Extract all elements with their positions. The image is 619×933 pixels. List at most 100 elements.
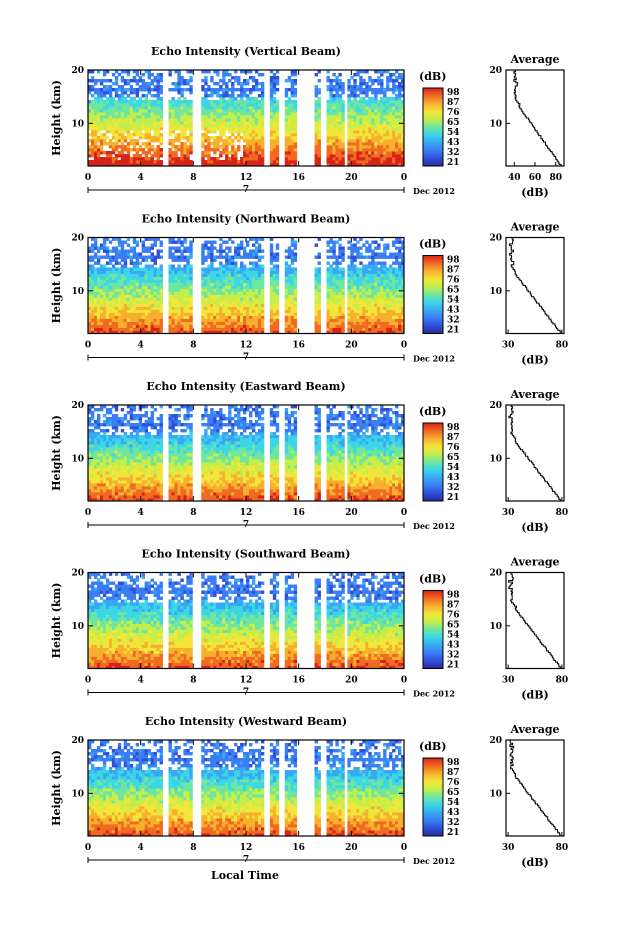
colorbar bbox=[423, 758, 443, 836]
profile-title: Average bbox=[509, 53, 559, 66]
colorbar-tick-label: 54 bbox=[447, 128, 460, 138]
colorbar-tick-label: 98 bbox=[447, 256, 460, 266]
colorbar-tick-label: 98 bbox=[447, 758, 460, 768]
colorbar-unit: (dB) bbox=[419, 405, 446, 418]
x-tick-label: 0 bbox=[401, 843, 407, 853]
colorbar-tick-label: 32 bbox=[447, 651, 460, 661]
x-tick-label: 0 bbox=[85, 843, 91, 853]
y-axis-label: Height (km) bbox=[50, 750, 63, 826]
x-tick-label: 4 bbox=[138, 843, 144, 853]
colorbar-tick-label: 32 bbox=[447, 148, 460, 158]
profile-x-tick-label: 30 bbox=[502, 843, 515, 853]
colorbar-tick-label: 54 bbox=[447, 296, 460, 306]
x-tick-label: 16 bbox=[292, 341, 305, 351]
profile-y-tick-label: 20 bbox=[489, 736, 502, 746]
date-label: Dec 2012 bbox=[413, 186, 455, 196]
colorbar-tick-label: 87 bbox=[447, 266, 460, 276]
x-tick-label: 4 bbox=[138, 676, 144, 686]
colorbar-unit: (dB) bbox=[419, 70, 446, 83]
x-tick-label: 0 bbox=[85, 676, 91, 686]
x-tick-label: 0 bbox=[85, 508, 91, 518]
x-tick-label: 8 bbox=[190, 843, 196, 853]
colorbar-tick-label: 54 bbox=[447, 631, 460, 641]
profile-y-tick-label: 10 bbox=[489, 454, 502, 464]
profile-y-tick-label: 20 bbox=[489, 569, 502, 579]
colorbar-tick-label: 76 bbox=[447, 778, 460, 788]
colorbar bbox=[423, 423, 443, 501]
profile-frame bbox=[506, 573, 564, 669]
profile-frame bbox=[506, 740, 564, 836]
colorbar-tick-label: 54 bbox=[447, 463, 460, 473]
y-axis-label: Height (km) bbox=[50, 583, 63, 659]
profile-x-label: (dB) bbox=[521, 856, 548, 869]
heatmap bbox=[88, 70, 404, 166]
x-tick-label: 0 bbox=[401, 676, 407, 686]
x-tick-label: 12 bbox=[240, 676, 253, 686]
y-tick-label: 10 bbox=[71, 454, 84, 464]
profile-x-tick-label: 80 bbox=[556, 341, 569, 351]
day-label: 7 bbox=[243, 353, 249, 363]
colorbar-tick-label: 76 bbox=[447, 611, 460, 621]
y-axis-label: Height (km) bbox=[50, 248, 63, 324]
x-tick-label: 8 bbox=[190, 341, 196, 351]
profile-x-tick-label: 40 bbox=[508, 173, 521, 183]
colorbar-tick-label: 21 bbox=[447, 326, 460, 336]
x-tick-label: 8 bbox=[190, 676, 196, 686]
heatmap bbox=[88, 573, 404, 669]
y-axis-label: Height (km) bbox=[50, 80, 63, 156]
colorbar-tick-label: 21 bbox=[447, 493, 460, 503]
colorbar-tick-label: 98 bbox=[447, 423, 460, 433]
x-tick-label: 0 bbox=[401, 508, 407, 518]
colorbar-unit: (dB) bbox=[419, 573, 446, 586]
profile-line bbox=[510, 238, 563, 334]
profile-y-tick-label: 10 bbox=[489, 622, 502, 632]
profile-x-label: (dB) bbox=[521, 186, 548, 199]
x-tick-label: 12 bbox=[240, 173, 253, 183]
colorbar bbox=[423, 88, 443, 166]
profile-title: Average bbox=[509, 221, 559, 234]
colorbar-tick-label: 87 bbox=[447, 433, 460, 443]
x-tick-label: 16 bbox=[292, 843, 305, 853]
heatmap bbox=[88, 238, 404, 334]
profile-x-label: (dB) bbox=[521, 354, 548, 367]
colorbar-tick-label: 43 bbox=[447, 641, 460, 651]
colorbar-tick-label: 21 bbox=[447, 828, 460, 838]
x-tick-label: 8 bbox=[190, 508, 196, 518]
profile-x-label: (dB) bbox=[521, 521, 548, 534]
profile-x-tick-label: 80 bbox=[549, 173, 562, 183]
y-tick-label: 20 bbox=[71, 401, 84, 411]
colorbar-tick-label: 65 bbox=[447, 788, 460, 798]
colorbar-tick-label: 87 bbox=[447, 601, 460, 611]
colorbar-tick-label: 43 bbox=[447, 306, 460, 316]
colorbar-tick-label: 43 bbox=[447, 138, 460, 148]
x-tick-label: 20 bbox=[345, 508, 358, 518]
colorbar-tick-label: 43 bbox=[447, 808, 460, 818]
y-tick-label: 20 bbox=[71, 66, 84, 76]
x-tick-label: 4 bbox=[138, 508, 144, 518]
heatmap bbox=[88, 405, 404, 501]
x-axis-label: Local Time bbox=[211, 869, 279, 882]
profile-title: Average bbox=[509, 388, 559, 401]
day-label: 7 bbox=[243, 185, 249, 195]
colorbar-tick-label: 32 bbox=[447, 818, 460, 828]
x-tick-label: 20 bbox=[345, 173, 358, 183]
panel-title: Echo Intensity (Vertical Beam) bbox=[151, 45, 341, 58]
date-label: Dec 2012 bbox=[413, 689, 455, 699]
profile-frame bbox=[506, 238, 564, 334]
date-label: Dec 2012 bbox=[413, 354, 455, 364]
y-tick-label: 10 bbox=[71, 119, 84, 129]
x-tick-label: 0 bbox=[85, 341, 91, 351]
colorbar-tick-label: 65 bbox=[447, 118, 460, 128]
x-tick-label: 0 bbox=[401, 173, 407, 183]
x-tick-label: 12 bbox=[240, 843, 253, 853]
y-tick-label: 10 bbox=[71, 789, 84, 799]
colorbar-tick-label: 21 bbox=[447, 661, 460, 671]
colorbar-tick-label: 21 bbox=[447, 158, 460, 168]
profile-line bbox=[509, 573, 563, 669]
profile-frame bbox=[506, 405, 564, 501]
profile-x-tick-label: 30 bbox=[502, 341, 515, 351]
